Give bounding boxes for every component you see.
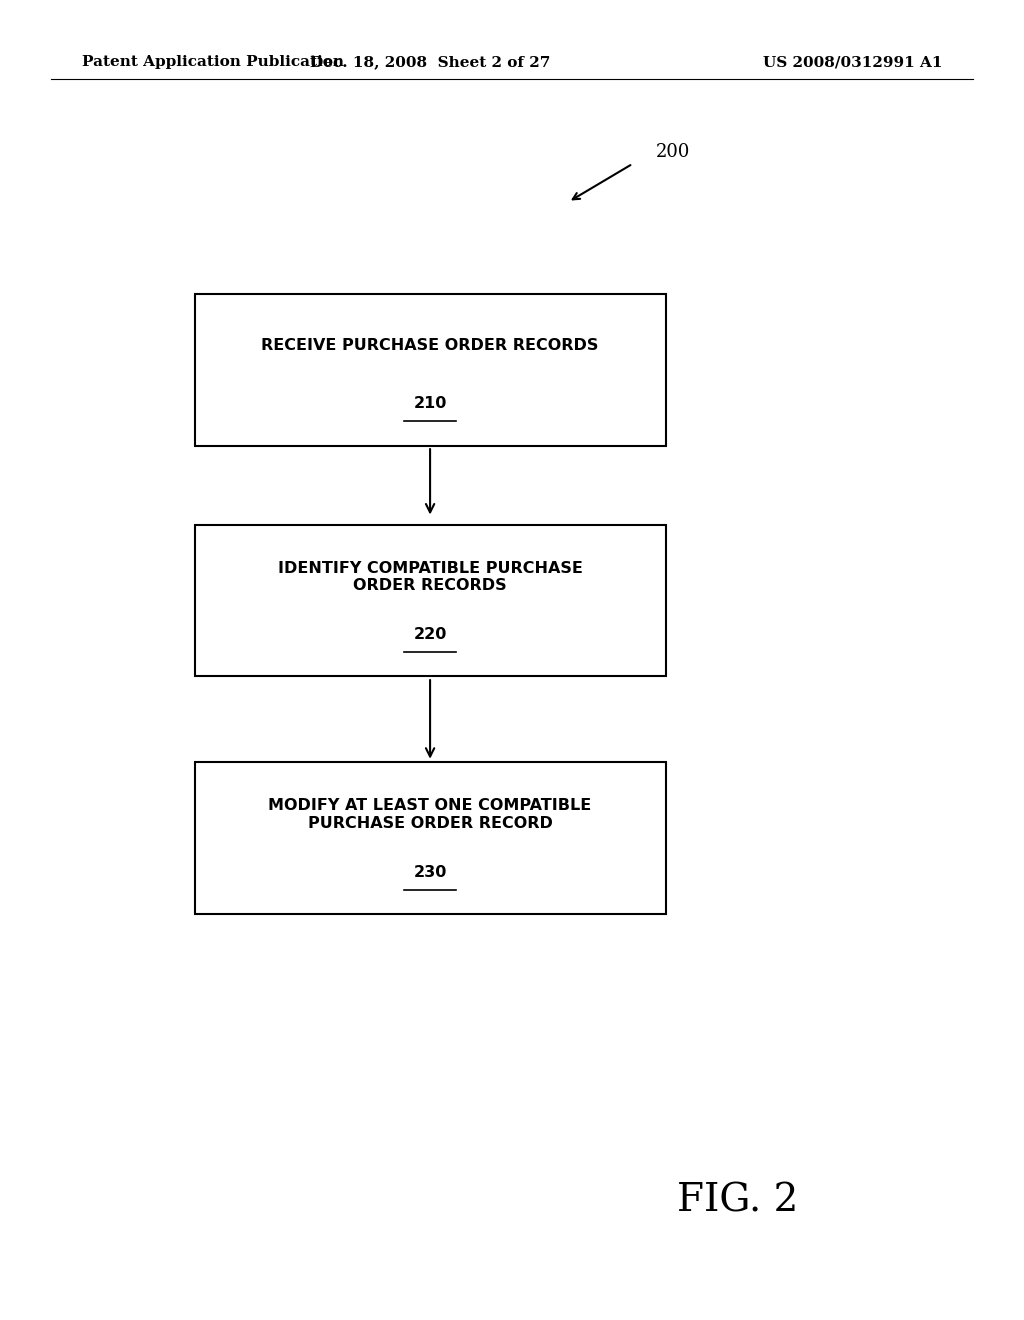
- Text: MODIFY AT LEAST ONE COMPATIBLE
PURCHASE ORDER RECORD: MODIFY AT LEAST ONE COMPATIBLE PURCHASE …: [268, 799, 592, 830]
- Text: IDENTIFY COMPATIBLE PURCHASE
ORDER RECORDS: IDENTIFY COMPATIBLE PURCHASE ORDER RECOR…: [278, 561, 583, 593]
- FancyBboxPatch shape: [195, 763, 666, 913]
- Text: Dec. 18, 2008  Sheet 2 of 27: Dec. 18, 2008 Sheet 2 of 27: [310, 55, 550, 69]
- Text: Patent Application Publication: Patent Application Publication: [82, 55, 344, 69]
- Text: RECEIVE PURCHASE ORDER RECORDS: RECEIVE PURCHASE ORDER RECORDS: [261, 338, 599, 354]
- Text: US 2008/0312991 A1: US 2008/0312991 A1: [763, 55, 942, 69]
- FancyBboxPatch shape: [195, 524, 666, 676]
- Text: FIG. 2: FIG. 2: [677, 1183, 798, 1220]
- Text: 210: 210: [414, 396, 446, 412]
- Text: 220: 220: [414, 627, 446, 643]
- Text: 200: 200: [655, 143, 690, 161]
- Text: 230: 230: [414, 865, 446, 880]
- FancyBboxPatch shape: [195, 294, 666, 446]
